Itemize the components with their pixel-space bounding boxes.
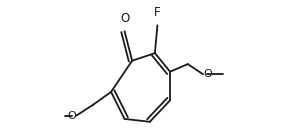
Text: O: O — [120, 12, 129, 25]
Text: O: O — [204, 69, 212, 79]
Text: O: O — [67, 111, 76, 121]
Text: F: F — [154, 6, 161, 19]
